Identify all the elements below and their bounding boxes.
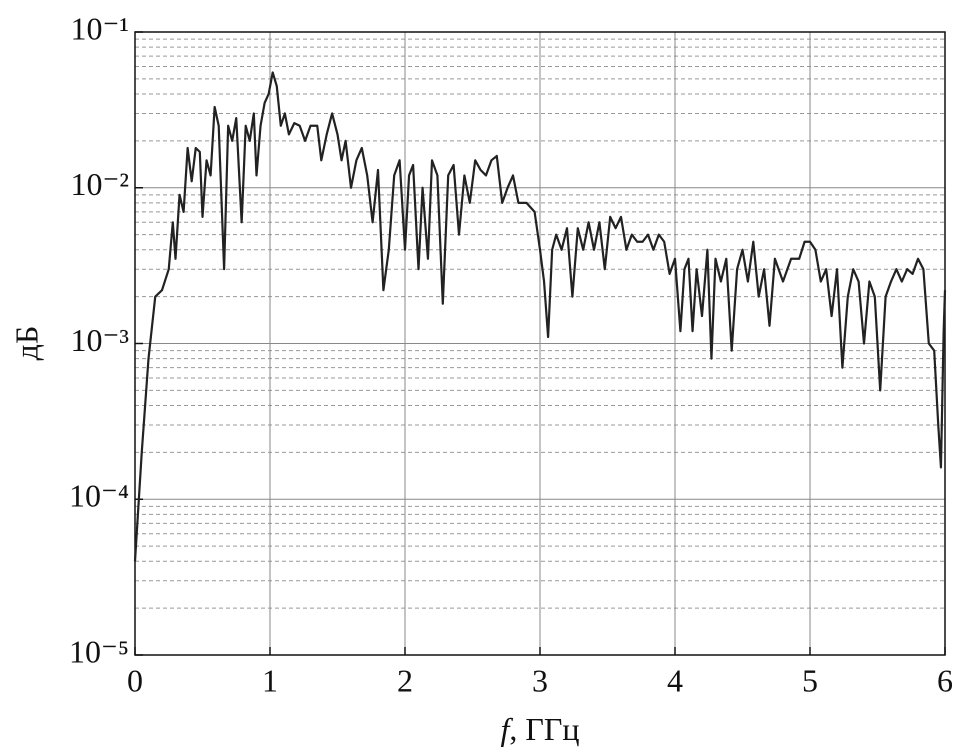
y-tick-label: 10⁻² (71, 166, 129, 202)
x-tick-label: 4 (667, 662, 683, 698)
x-tick-label: 5 (802, 662, 818, 698)
x-tick-label: 1 (262, 662, 278, 698)
x-axis-label-text: , ГГц (509, 711, 579, 747)
y-tick-label: 10⁻⁴ (69, 478, 129, 514)
y-tick-label: 10⁻³ (71, 322, 129, 358)
x-tick-label: 6 (937, 662, 953, 698)
x-axis-label: f, ГГц (500, 711, 579, 747)
data-line (133, 71, 947, 562)
y-tick-label: 10⁻⁵ (69, 633, 129, 669)
plot-frame (134, 31, 946, 656)
x-tick-label: 2 (397, 662, 413, 698)
x-tick-label: 3 (532, 662, 548, 698)
x-tick-label: 0 (127, 662, 143, 698)
y-axis-label: дБ (8, 326, 44, 361)
y-tick-label: 10⁻¹ (71, 10, 129, 46)
